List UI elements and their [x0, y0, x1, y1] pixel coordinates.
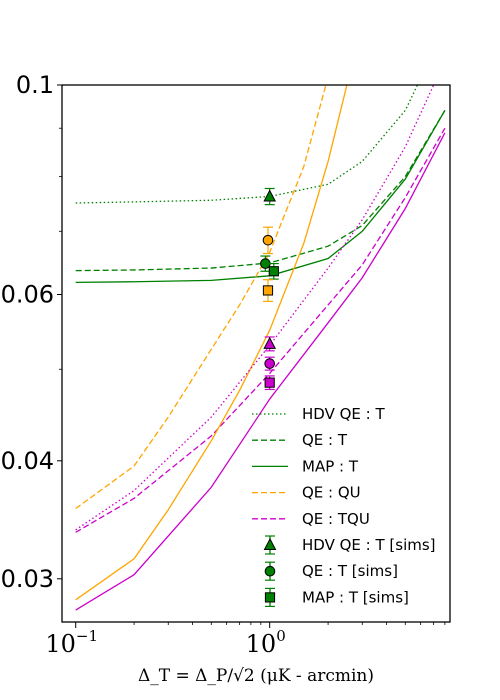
series-line-6 [75, 132, 446, 611]
plot-frame [61, 84, 451, 623]
legend-marker [263, 537, 277, 550]
series-line-2 [75, 110, 446, 284]
legend-label: HDV QE : T [sims] [302, 536, 436, 554]
data-point-4 [262, 285, 274, 296]
legend-label: MAP : T [sims] [302, 588, 409, 606]
x-tick-label: 10−1 [45, 627, 98, 658]
series-line-0 [75, 85, 419, 204]
series-line-3 [75, 85, 327, 510]
series-line-5 [75, 85, 348, 601]
legend-label: QE : T [302, 431, 348, 449]
data-point-5 [263, 336, 277, 349]
data-point-6 [264, 358, 275, 369]
legend-marker [264, 592, 276, 603]
data-point-3 [262, 234, 274, 246]
y-tick-label: 0.06 [1, 281, 54, 309]
legend-label: QE : TQU [302, 510, 370, 528]
y-tick-label: 0.03 [1, 565, 54, 593]
data-point-0 [263, 189, 277, 202]
series-line-7 [75, 85, 435, 531]
data-point-2 [268, 266, 279, 277]
series-line-4 [75, 127, 446, 533]
legend-marker [264, 565, 276, 577]
legend-label: HDV QE : T [302, 405, 385, 423]
y-tick-label: 0.1 [16, 71, 54, 99]
x-axis-label: Δ_T = Δ_P/√2 (μK - arcmin) [138, 666, 374, 686]
legend: HDV QE : T QE : T MAP : T QE : QU QE : TQU HD… [252, 405, 436, 608]
legend-label: QE : QU [302, 484, 361, 502]
legend-label: MAP : T [302, 457, 359, 475]
series-line-1 [75, 110, 446, 272]
data-point-7 [264, 377, 275, 388]
x-tick-label: 100 [246, 627, 286, 658]
y-tick-label: 0.04 [1, 447, 54, 475]
legend-label: QE : T [sims] [302, 562, 398, 580]
